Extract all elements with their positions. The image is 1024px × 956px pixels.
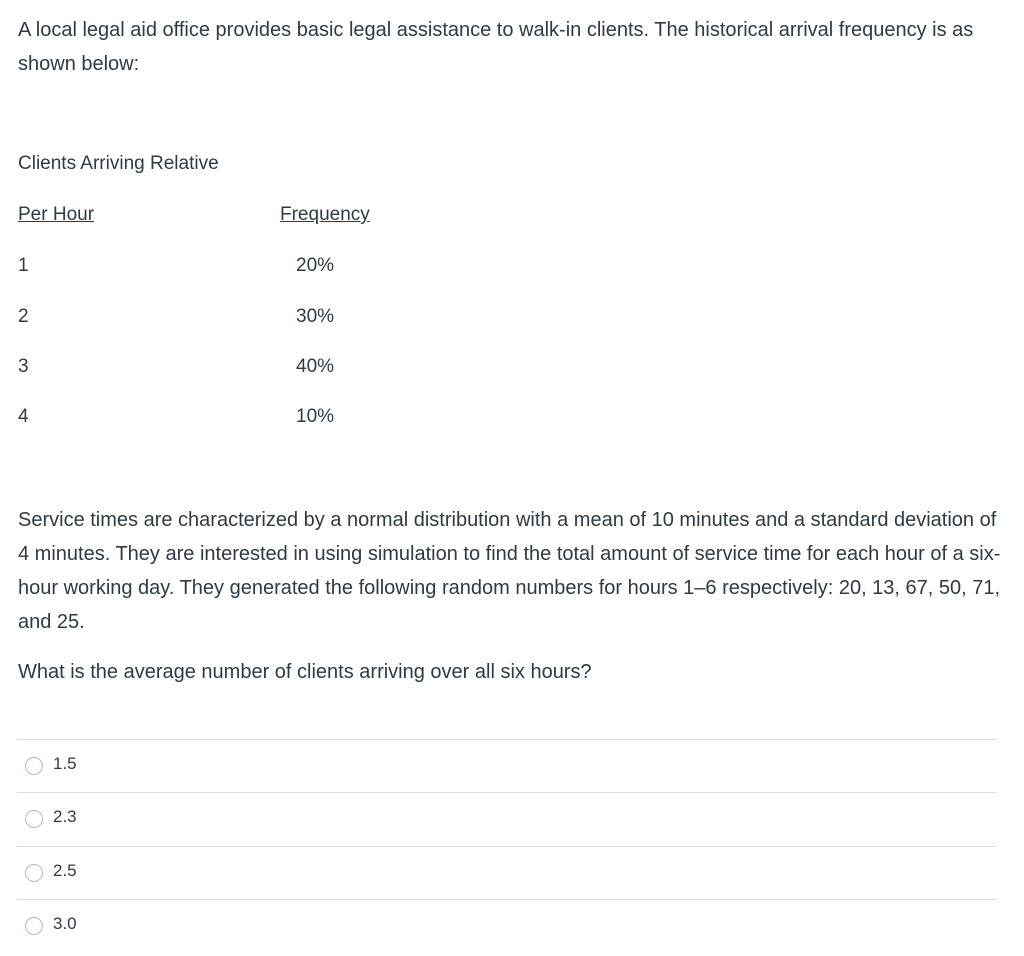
frequency-value: 30% xyxy=(296,306,335,327)
frequency-value: 10% xyxy=(296,406,335,427)
clients-value: 3 xyxy=(18,356,29,377)
answer-option[interactable]: 2.3 xyxy=(17,792,996,846)
frequency-value: 20% xyxy=(296,255,335,276)
answer-label: 2.5 xyxy=(53,861,77,880)
radio-button[interactable] xyxy=(25,864,43,882)
col-header-per-hour: Per Hour xyxy=(18,204,95,225)
intro-text: A local legal aid office provides basic … xyxy=(18,19,974,75)
body-text: Service times are characterized by a nor… xyxy=(18,509,1001,633)
answer-option[interactable]: 1.5 xyxy=(17,739,996,793)
clients-value: 4 xyxy=(18,406,29,427)
table-header: Clients Arriving Relative xyxy=(18,153,219,174)
clients-value: 1 xyxy=(18,255,29,276)
answer-label: 3.0 xyxy=(53,914,77,933)
radio-button[interactable] xyxy=(25,757,43,775)
answer-label: 2.3 xyxy=(53,807,77,826)
col-header-frequency: Frequency xyxy=(280,204,370,225)
clients-value: 2 xyxy=(18,306,29,327)
radio-button[interactable] xyxy=(25,810,43,828)
answer-label: 1.5 xyxy=(53,754,77,773)
answer-option[interactable]: 2.5 xyxy=(17,846,996,900)
answer-option[interactable]: 3.0 xyxy=(17,899,996,953)
question-text: What is the average number of clients ar… xyxy=(18,661,592,683)
frequency-value: 40% xyxy=(296,356,335,377)
radio-button[interactable] xyxy=(25,917,43,935)
